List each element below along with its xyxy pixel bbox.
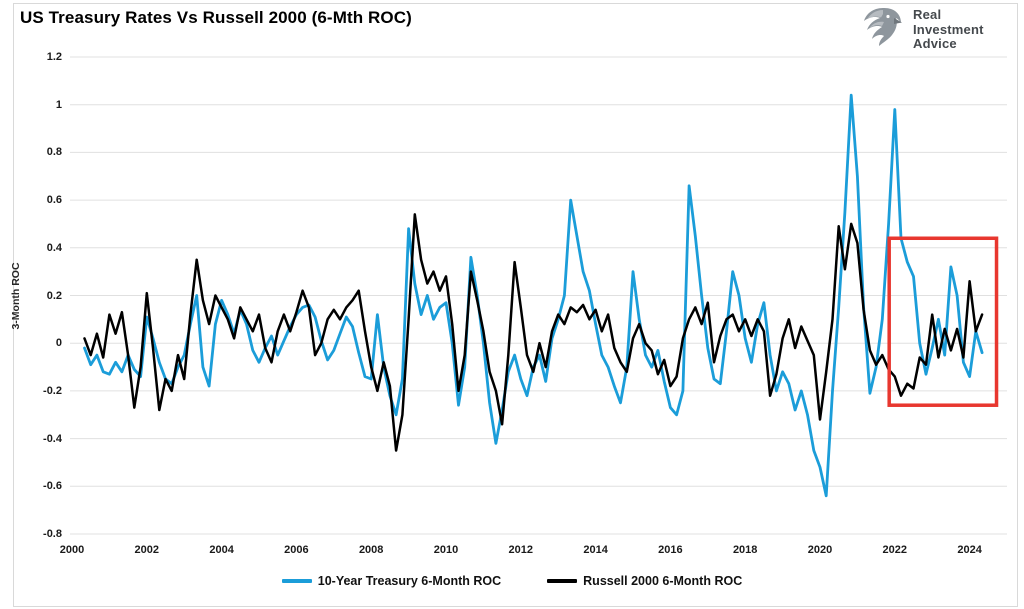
y-tick-label: 0.2 — [46, 289, 62, 302]
series-line-russell — [83, 213, 984, 452]
treasury-line-swatch — [281, 579, 312, 583]
x-tick-label: 2022 — [882, 544, 908, 556]
y-tick-label: 0.6 — [46, 194, 62, 207]
x-tick-label: 2014 — [583, 544, 608, 556]
x-tick-label: 2000 — [59, 544, 85, 556]
y-tick-label: -0.2 — [43, 384, 62, 397]
logo-line-1: Real — [913, 7, 942, 22]
y-tick-label: -0.4 — [43, 432, 62, 445]
highlight-box — [887, 236, 999, 407]
x-tick-label: 2002 — [134, 544, 160, 556]
y-tick-label: 1 — [55, 98, 62, 111]
x-tick-label: 2024 — [957, 544, 982, 556]
chart-title: US Treasury Rates Vs Russell 2000 (6-Mth… — [20, 8, 412, 27]
x-tick-label: 2018 — [732, 544, 758, 556]
x-tick-label: 2006 — [284, 544, 309, 556]
x-tick-label: 2008 — [358, 544, 384, 556]
x-tick-label: 2016 — [658, 544, 683, 556]
logo-line-3: Advice — [913, 36, 957, 51]
logo-text: Real Investment Advice — [913, 4, 984, 52]
legend: 10-Year Treasury 6-Month ROC Russell 200… — [0, 574, 1024, 588]
eagle-icon — [856, 4, 906, 57]
y-tick-label: 1.2 — [46, 51, 62, 63]
y-tick-label: -0.6 — [43, 480, 62, 493]
legend-item-russell: Russell 2000 6-Month ROC — [547, 574, 742, 588]
x-tick-label: 2012 — [508, 544, 534, 556]
legend-label-treasury: 10-Year Treasury 6-Month ROC — [317, 574, 502, 588]
y-tick-label: 0.8 — [46, 146, 62, 159]
x-tick-label: 2010 — [433, 544, 459, 556]
x-tick-label: 2020 — [807, 544, 833, 556]
y-tick-label: 0 — [55, 337, 62, 350]
y-tick-label: 0.4 — [46, 241, 62, 254]
logo-line-2: Investment — [913, 21, 984, 37]
legend-item-treasury: 10-Year Treasury 6-Month ROC — [281, 574, 502, 588]
russell-line-swatch — [547, 579, 578, 583]
ria-logo: Real Investment Advice — [856, 4, 984, 57]
legend-label-russell: Russell 2000 6-Month ROC — [583, 574, 743, 588]
y-tick-label: -0.8 — [43, 528, 62, 540]
x-tick-label: 2004 — [209, 544, 234, 556]
